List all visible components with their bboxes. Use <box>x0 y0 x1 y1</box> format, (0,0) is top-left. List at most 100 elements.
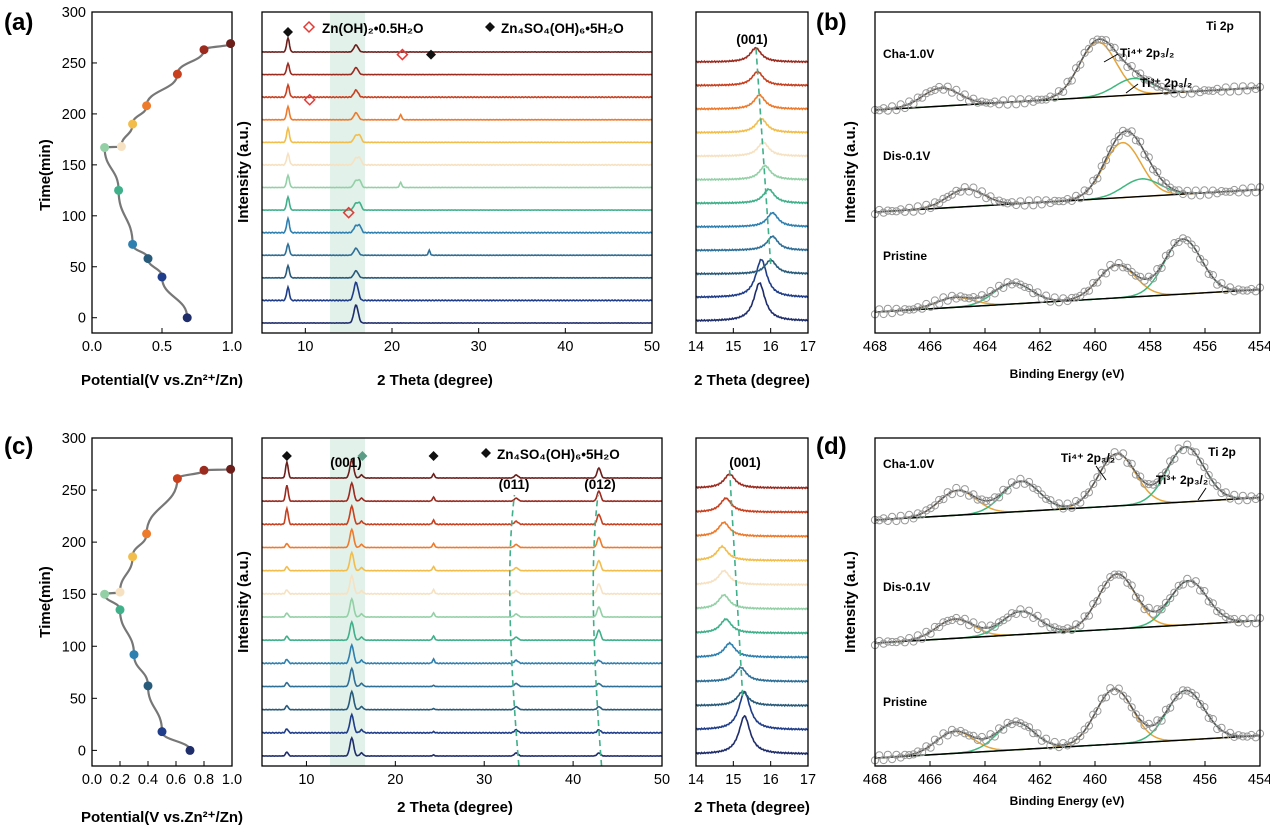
panel-b-data-point <box>960 293 969 302</box>
panel-d-data-point <box>1234 496 1243 505</box>
panel-b-data-point <box>1157 176 1166 185</box>
panel-b-data-point <box>883 106 892 115</box>
panel-a-right-xtick-label: 16 <box>763 339 779 355</box>
panel-b-data-point <box>1251 84 1260 94</box>
panel-b-data-point <box>1204 86 1213 95</box>
panel-b-data-point <box>1089 37 1098 46</box>
panel-d-data-point <box>1136 714 1145 723</box>
panel-d-ti4-arrow <box>1095 465 1107 481</box>
panel-d-data-point <box>999 485 1008 494</box>
panel-d-data-point <box>922 506 931 515</box>
panel-b-data-point <box>1178 90 1188 99</box>
panel-a-right-001-label: (001) <box>736 32 768 47</box>
panel-b-data-point <box>999 283 1008 292</box>
panel-b-data-point <box>1003 278 1012 287</box>
panel-b-data-point <box>1191 186 1200 195</box>
panel-a-highlight-band <box>330 12 365 333</box>
panel-b-data-point <box>892 304 901 313</box>
panel-b-data-point <box>1230 185 1239 195</box>
panel-d-data-point <box>935 622 944 632</box>
panel-d-data-point <box>1174 581 1183 590</box>
panel-d-series-label: Cha-1.0V <box>883 457 934 471</box>
panel-d-data-point <box>939 729 948 738</box>
panel-a-left-ytick-label: 150 <box>62 158 86 174</box>
panel-b-data-point <box>1183 85 1192 94</box>
panel-d-data-point <box>1136 594 1145 603</box>
panel-b-envelope <box>874 130 1261 213</box>
panel-d-data-point <box>1196 586 1205 595</box>
panel-b-data-point <box>1161 179 1171 188</box>
panel-c-middle-trace <box>261 689 663 711</box>
panel-d-data-point <box>1149 480 1158 489</box>
panel-b-data-point <box>1161 251 1171 260</box>
panel-b-data-point <box>982 98 991 107</box>
panel-d-data-point <box>1183 686 1192 695</box>
panel-b-data-point <box>1247 183 1256 192</box>
panel-c-011-shift-arrow <box>508 494 520 767</box>
panel-b-data-point <box>930 85 940 95</box>
panel-b-series-label: Dis-0.1V <box>883 149 930 163</box>
panel-a-left-xtick-label: 0.5 <box>152 339 172 355</box>
panel-d-data-point <box>943 731 952 740</box>
panel-d-data-point <box>918 510 927 519</box>
panel-a-middle-xtick-label: 10 <box>297 339 313 355</box>
panel-b-data-point <box>1217 279 1226 288</box>
panel-d-data-point <box>1093 706 1102 716</box>
panel-d-data-point <box>1170 693 1179 702</box>
panel-d-data-point <box>1076 498 1085 507</box>
panel-d-data-point <box>1251 733 1260 742</box>
panel-d-data-point <box>1050 623 1059 632</box>
panel-b-data-point <box>1076 194 1085 203</box>
panel-c-middle-xtick-label: 30 <box>476 772 492 788</box>
panel-d-data-point <box>879 755 888 765</box>
panel-d-data-point <box>1016 719 1025 728</box>
panel-d-data-point <box>1136 472 1145 481</box>
panel-d-xtick-label: 464 <box>973 772 997 788</box>
panel-b-data-point <box>1101 269 1111 278</box>
panel-b-data-point <box>1042 95 1051 104</box>
panel-c-middle-trace <box>261 550 663 572</box>
panel-d-data-point <box>1161 468 1171 477</box>
panel-c-left-xtick-label: 0.8 <box>194 772 214 788</box>
panel-a-middle-trace <box>261 125 653 144</box>
panel-b-fit-component <box>874 141 1261 213</box>
panel-d-data-point <box>1110 570 1119 579</box>
panel-d-data-point <box>969 490 978 499</box>
panel-d-data-point <box>952 483 961 493</box>
panel-d-series-label: Pristine <box>883 695 927 709</box>
panel-b-data-point <box>1213 189 1222 198</box>
panel-b-data-point <box>1072 191 1081 200</box>
panel-a-middle-trace <box>261 104 653 121</box>
panel-d-data-point <box>1127 581 1136 590</box>
panel-d-data-point <box>1097 584 1106 594</box>
panel-a-left-ytick-label: 100 <box>62 209 86 225</box>
panel-d-data-point <box>1123 578 1132 587</box>
panel-a-middle-trace <box>261 263 653 279</box>
panel-d-envelope <box>874 688 1261 759</box>
panel-d-data-point <box>888 755 897 764</box>
panel-d-xtick-label: 462 <box>1028 772 1052 788</box>
panel-b-data-point <box>900 305 910 314</box>
panel-b-data-point <box>986 192 995 201</box>
panel-d-fit-component <box>874 610 1261 644</box>
panel-d-data-point <box>896 511 905 520</box>
zn-oh2-marker <box>342 206 355 219</box>
panel-d-data-point <box>1183 574 1192 584</box>
panel-c-peak-shift-arrow <box>728 470 744 696</box>
panel-b-data-point <box>1157 82 1166 91</box>
panel-d-data-point <box>1127 459 1136 468</box>
panel-a-right-frame <box>695 11 809 334</box>
panel-b-data-point <box>1153 265 1162 274</box>
panel-d-data-point <box>1033 729 1042 738</box>
panel-b-data-point <box>973 98 982 107</box>
panel-b-data-point <box>1007 280 1017 289</box>
panel-d-data-point <box>1114 684 1123 693</box>
panel-d-chart: Ti 2p Ti⁴⁺ 2p₃/₂ Ti³⁺ 2p₃/₂ Intensity (a… <box>842 437 1270 808</box>
panel-d-data-point <box>888 512 897 522</box>
panel-b-data-point <box>888 207 897 216</box>
panel-a-right-trace <box>695 69 809 88</box>
panel-d-data-point <box>930 735 940 744</box>
panel-d-data-point <box>909 514 918 523</box>
panel-c-left-point <box>185 745 195 755</box>
panel-a-left-point <box>116 142 126 152</box>
